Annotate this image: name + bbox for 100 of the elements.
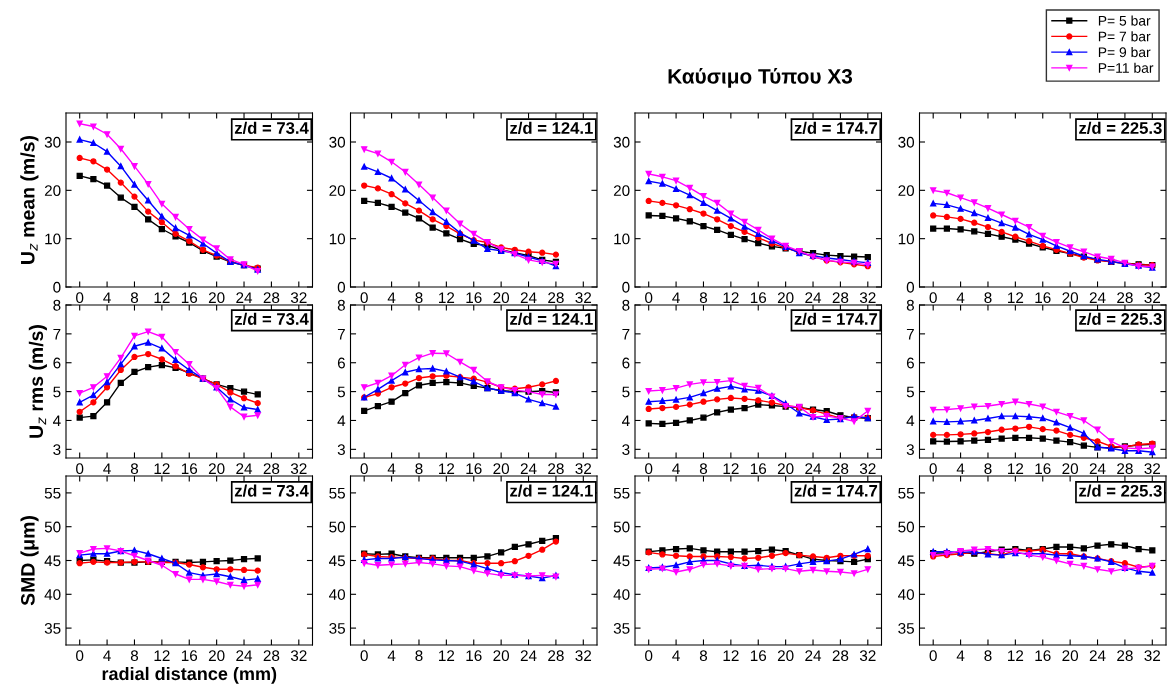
y-tick-label: 5 (906, 386, 914, 398)
x-tick-label: 32 (1144, 292, 1161, 304)
x-tick-label: 28 (263, 463, 280, 475)
x-tick-label: 24 (805, 292, 822, 303)
y-tick-label: 55 (613, 487, 630, 499)
y-tick-label: 10 (45, 233, 61, 245)
x-tick-label: 8 (130, 650, 139, 662)
x-tick-label: 32 (575, 463, 592, 475)
y-tick-label: 50 (329, 521, 346, 533)
x-tick-label: 28 (832, 463, 849, 475)
x-tick-label: 4 (387, 292, 396, 303)
annotation: z/d = 225.3 (1079, 484, 1162, 497)
x-tick-label: 16 (1035, 463, 1051, 475)
x-tick-label: 32 (290, 463, 307, 475)
y-tick-label: 20 (898, 185, 915, 197)
x-tick-label: 16 (181, 292, 198, 304)
y-tick-label: 45 (613, 555, 630, 567)
y-tick-label: 0 (337, 281, 346, 293)
y-tick-label: 20 (44, 185, 61, 197)
y-tick-label: 6 (337, 357, 345, 369)
y-tick-label: 30 (898, 136, 915, 148)
x-tick-label: 8 (984, 650, 992, 662)
x-tick-label: 0 (360, 292, 368, 304)
x-tick-label: 28 (1117, 650, 1133, 662)
y-tick-label: 3 (337, 444, 345, 456)
y-tick-label: 7 (53, 328, 61, 340)
x-tick-label: 20 (777, 292, 794, 304)
x-tick-label: 28 (548, 463, 564, 475)
x-tick-label: 4 (956, 292, 965, 303)
y-tick-label: 6 (906, 357, 914, 369)
x-tick-label: 32 (575, 292, 592, 304)
x-tick-label: 8 (130, 463, 139, 475)
x-tick-label: 28 (548, 292, 564, 304)
x-tick-label: 32 (859, 292, 876, 304)
x-tick-label: 8 (130, 292, 139, 304)
y-tick-label: 40 (329, 589, 346, 600)
x-tick-label: 20 (777, 650, 794, 662)
x-tick-label: 24 (236, 292, 253, 303)
x-tick-label: 4 (956, 463, 965, 474)
y-tick-label: 35 (898, 622, 914, 634)
y-tick-label: 5 (622, 386, 630, 398)
y-tick-label: 20 (329, 185, 346, 197)
x-tick-label: 32 (290, 292, 307, 304)
y-tick-label: 30 (329, 136, 346, 148)
x-tick-label: 12 (154, 463, 170, 474)
x-tick-label: 32 (290, 650, 307, 662)
y-tick-label: 3 (906, 444, 914, 456)
y-tick-label: 45 (329, 555, 345, 567)
y-tick-label: 7 (622, 328, 630, 340)
y-tick-label: 7 (906, 328, 914, 340)
x-tick-label: 28 (832, 650, 849, 662)
x-tick-label: 4 (103, 463, 111, 474)
x-tick-label: 12 (723, 650, 739, 661)
annotation: z/d = 174.7 (794, 121, 878, 135)
x-tick-label: 4 (672, 650, 680, 661)
legend-label: P= 7 bar (1098, 31, 1151, 42)
x-tick-label: 12 (723, 292, 739, 303)
annotation: z/d = 225.3 (1079, 121, 1162, 135)
x-tick-label: 4 (387, 650, 396, 661)
y-tick-label: 10 (329, 233, 346, 245)
annotation: z/d = 73.4 (234, 121, 309, 135)
y-tick-label: 55 (44, 487, 61, 499)
x-tick-label: 28 (263, 650, 280, 662)
x-tick-label: 12 (723, 463, 739, 474)
y-tick-label: 20 (613, 185, 630, 197)
y-tick-label: 3 (622, 444, 630, 456)
x-tick-label: 8 (415, 292, 423, 304)
x-tick-label: 0 (645, 650, 653, 662)
x-tick-label: 8 (984, 292, 992, 304)
x-tick-label: 24 (1089, 463, 1106, 474)
x-tick-label: 24 (1089, 292, 1106, 303)
x-tick-label: 12 (439, 650, 455, 661)
y-tick-label: 30 (44, 136, 61, 148)
x-tick-label: 24 (236, 463, 253, 474)
x-tick-label: 12 (1008, 650, 1024, 661)
x-tick-label: 24 (1089, 650, 1106, 661)
x-tick-label: 4 (103, 292, 111, 303)
x-tick-label: 28 (832, 292, 849, 304)
x-tick-label: 16 (750, 463, 767, 475)
x-tick-label: 16 (750, 292, 767, 304)
chart-title: Καύσιμο Τύπου X3 (668, 68, 853, 88)
x-tick-label: 24 (805, 650, 822, 661)
y-tick-label: 50 (44, 521, 61, 533)
x-tick-label: 8 (699, 292, 708, 304)
x-tick-label: 32 (859, 463, 876, 475)
x-tick-label: 20 (493, 292, 510, 304)
x-tick-label: 12 (154, 650, 170, 661)
x-tick-label: 0 (360, 463, 368, 475)
x-tick-label: 20 (208, 292, 225, 304)
y-tick-label: 4 (621, 415, 630, 427)
x-tick-label: 28 (263, 292, 280, 304)
x-tick-label: 12 (1008, 292, 1024, 303)
y-tick-label: 50 (898, 521, 915, 533)
y-tick-label: 4 (906, 415, 915, 427)
x-tick-label: 8 (415, 463, 423, 475)
legend-label: P=11 bar (1098, 62, 1154, 73)
y-tick-label: 6 (622, 357, 630, 369)
annotation: z/d = 73.4 (234, 312, 309, 326)
y-tick-label: 40 (898, 589, 915, 600)
x-tick-label: 20 (493, 463, 510, 475)
